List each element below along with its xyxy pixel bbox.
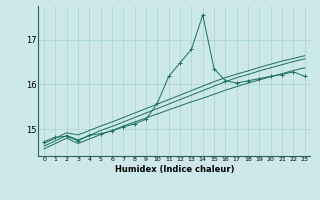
X-axis label: Humidex (Indice chaleur): Humidex (Indice chaleur) xyxy=(115,165,234,174)
